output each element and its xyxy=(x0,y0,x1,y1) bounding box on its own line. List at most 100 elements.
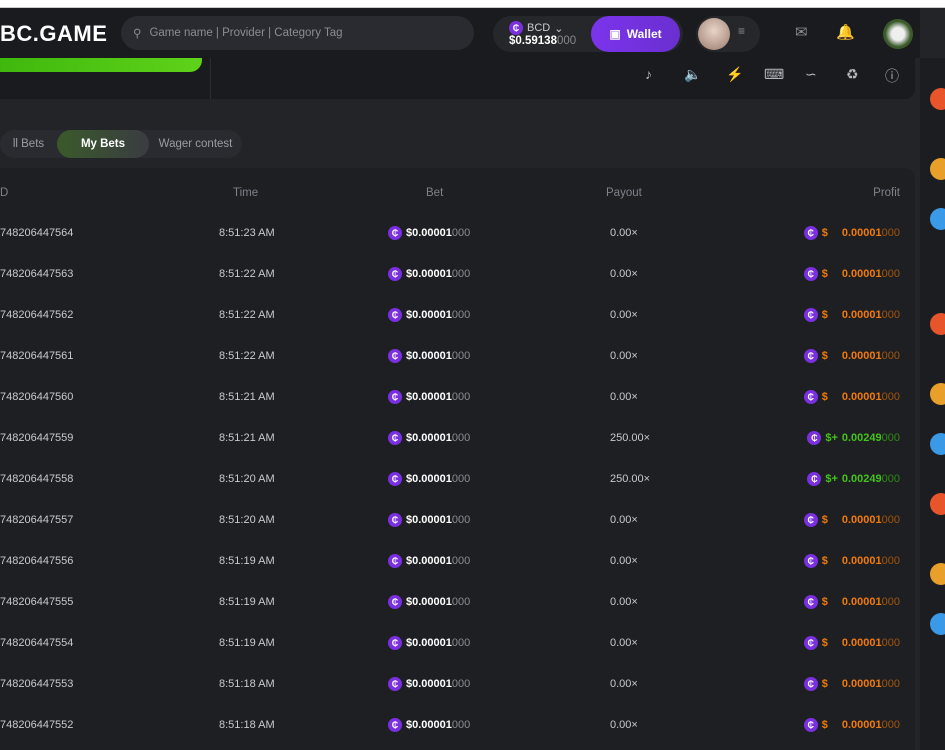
lightning-icon[interactable]: ⚡ xyxy=(726,66,744,82)
search-placeholder: Game name | Provider | Category Tag xyxy=(149,27,343,39)
bet-time: 8:51:21 AM xyxy=(219,432,275,444)
bet-id[interactable]: 748206447553 xyxy=(0,678,74,690)
bcd-coin-icon: ₵ xyxy=(803,390,818,404)
chat-user-avatar[interactable] xyxy=(930,158,945,180)
bet-time: 8:51:22 AM xyxy=(219,350,275,362)
green-banner xyxy=(0,58,202,72)
chat-user-avatar[interactable] xyxy=(930,563,945,585)
bet-amount: ₵ $0.00001000 xyxy=(388,554,470,568)
chat-user-avatar[interactable] xyxy=(930,433,945,455)
payout: 0.00× xyxy=(610,678,638,690)
bcd-coin-icon: ₵ xyxy=(803,718,818,732)
mail-icon[interactable]: ✉ xyxy=(795,24,808,41)
bet-id[interactable]: 748206447561 xyxy=(0,350,74,362)
payout: 0.00× xyxy=(610,637,638,649)
logo[interactable]: BC.GAME xyxy=(0,21,108,46)
user-menu[interactable]: ≡ xyxy=(696,16,760,52)
chat-user-avatar[interactable] xyxy=(930,383,945,405)
search-icon: ⚲ xyxy=(133,28,142,40)
chevron-down-icon: ⌄ xyxy=(554,22,564,35)
table-row[interactable]: 748206447557 8:51:20 AM ₵ $0.00001000 0.0… xyxy=(0,500,915,541)
wallet-icon: ▣ xyxy=(609,27,621,41)
chat-user-avatar[interactable] xyxy=(930,88,945,110)
chat-user-avatar[interactable] xyxy=(930,208,945,230)
bet-id[interactable]: 748206447554 xyxy=(0,637,74,649)
payout: 0.00× xyxy=(610,555,638,567)
table-row[interactable]: 748206447558 8:51:20 AM ₵ $0.00001000 250… xyxy=(0,459,915,500)
profit: ₵ $0.00001000 xyxy=(803,349,900,363)
bet-id[interactable]: 748206447556 xyxy=(0,555,74,567)
trophy-icon[interactable]: ♻ xyxy=(846,66,859,82)
chat-icon[interactable] xyxy=(883,19,913,49)
bets-table: D Time Bet Payout Profit 748206447564 8:… xyxy=(0,168,915,750)
bet-amount: ₵ $0.00001000 xyxy=(388,677,470,691)
bet-id[interactable]: 748206447563 xyxy=(0,268,74,280)
payout: 0.00× xyxy=(610,350,638,362)
sound-icon[interactable]: 🔈 xyxy=(684,66,702,82)
table-row[interactable]: 748206447556 8:51:19 AM ₵ $0.00001000 0.0… xyxy=(0,541,915,582)
bet-amount: ₵ $0.00001000 xyxy=(388,431,470,445)
wallet-button[interactable]: ▣ Wallet xyxy=(591,16,680,52)
keyboard-icon[interactable]: ⌨ xyxy=(764,66,785,82)
table-row[interactable]: 748206447563 8:51:22 AM ₵ $0.00001000 0.0… xyxy=(0,254,915,295)
bet-id[interactable]: 748206447560 xyxy=(0,391,74,403)
profit: ₵ $0.00001000 xyxy=(803,308,900,322)
music-off-icon[interactable]: ♪ xyxy=(645,66,652,82)
bet-time: 8:51:19 AM xyxy=(219,596,275,608)
bcd-coin-icon: ₵ xyxy=(388,636,402,650)
bell-icon[interactable]: 🔔 xyxy=(836,24,855,41)
profit: ₵ $0.00001000 xyxy=(803,267,900,281)
payout: 0.00× xyxy=(610,719,638,731)
table-row[interactable]: 748206447553 8:51:18 AM ₵ $0.00001000 0.0… xyxy=(0,664,915,705)
bet-time: 8:51:22 AM xyxy=(219,309,275,321)
bcd-coin-icon: ₵ xyxy=(509,21,523,35)
bcd-coin-icon: ₵ xyxy=(388,267,402,281)
profit: ₵ $0.00001000 xyxy=(803,554,900,568)
bcd-coin-icon: ₵ xyxy=(388,390,402,404)
bet-id[interactable]: 748206447555 xyxy=(0,596,74,608)
avatar[interactable] xyxy=(698,18,730,50)
table-row[interactable]: 748206447562 8:51:22 AM ₵ $0.00001000 0.0… xyxy=(0,295,915,336)
bcd-coin-icon: ₵ xyxy=(803,636,818,650)
bet-id[interactable]: 748206447559 xyxy=(0,432,74,444)
chat-user-avatar[interactable] xyxy=(930,613,945,635)
header-id: D xyxy=(0,187,9,199)
bet-id[interactable]: 748206447558 xyxy=(0,473,74,485)
bet-time: 8:51:21 AM xyxy=(219,391,275,403)
table-row[interactable]: 748206447552 8:51:18 AM ₵ $0.00001000 0.0… xyxy=(0,705,915,746)
payout: 0.00× xyxy=(610,309,638,321)
tab-my-bets[interactable]: My Bets xyxy=(57,130,149,158)
bet-id[interactable]: 748206447564 xyxy=(0,227,74,239)
bet-amount: ₵ $0.00001000 xyxy=(388,267,470,281)
bet-id[interactable]: 748206447557 xyxy=(0,514,74,526)
game-toolbar: ♪ 🔈 ⚡ ⌨ ∽ ♻ ⓘ xyxy=(0,58,915,99)
table-row[interactable]: 748206447555 8:51:19 AM ₵ $0.00001000 0.0… xyxy=(0,582,915,623)
chat-user-avatar[interactable] xyxy=(930,493,945,515)
tab-wager-contest[interactable]: Wager contest xyxy=(158,138,233,150)
chat-user-avatar[interactable] xyxy=(930,313,945,335)
profit: ₵ $0.00001000 xyxy=(803,718,900,732)
bet-time: 8:51:19 AM xyxy=(219,637,275,649)
bet-time: 8:51:18 AM xyxy=(219,678,275,690)
help-icon[interactable]: ⓘ xyxy=(885,68,899,84)
table-row[interactable]: 748206447559 8:51:21 AM ₵ $0.00001000 250… xyxy=(0,418,915,459)
bcd-coin-icon: ₵ xyxy=(807,472,822,486)
chart-icon[interactable]: ∽ xyxy=(805,66,817,82)
payout: 0.00× xyxy=(610,391,638,403)
bet-id[interactable]: 748206447552 xyxy=(0,719,74,731)
search-input[interactable]: ⚲ Game name | Provider | Category Tag xyxy=(121,16,474,50)
divider xyxy=(210,58,211,99)
bet-amount: ₵ $0.00001000 xyxy=(388,472,470,486)
bcd-coin-icon: ₵ xyxy=(388,677,402,691)
table-row[interactable]: 748206447561 8:51:22 AM ₵ $0.00001000 0.0… xyxy=(0,336,915,377)
tab-all-bets[interactable]: ll Bets xyxy=(12,138,45,150)
bcd-coin-icon: ₵ xyxy=(803,677,818,691)
bcd-coin-icon: ₵ xyxy=(388,554,402,568)
balance: $0.59138000 xyxy=(509,35,577,47)
bet-id[interactable]: 748206447562 xyxy=(0,309,74,321)
table-row[interactable]: 748206447564 8:51:23 AM ₵ $0.00001000 0.0… xyxy=(0,213,915,254)
menu-icon[interactable]: ≡ xyxy=(738,24,746,38)
table-row[interactable]: 748206447560 8:51:21 AM ₵ $0.00001000 0.0… xyxy=(0,377,915,418)
table-row[interactable]: 748206447554 8:51:19 AM ₵ $0.00001000 0.0… xyxy=(0,623,915,664)
bcd-coin-icon: ₵ xyxy=(803,308,818,322)
